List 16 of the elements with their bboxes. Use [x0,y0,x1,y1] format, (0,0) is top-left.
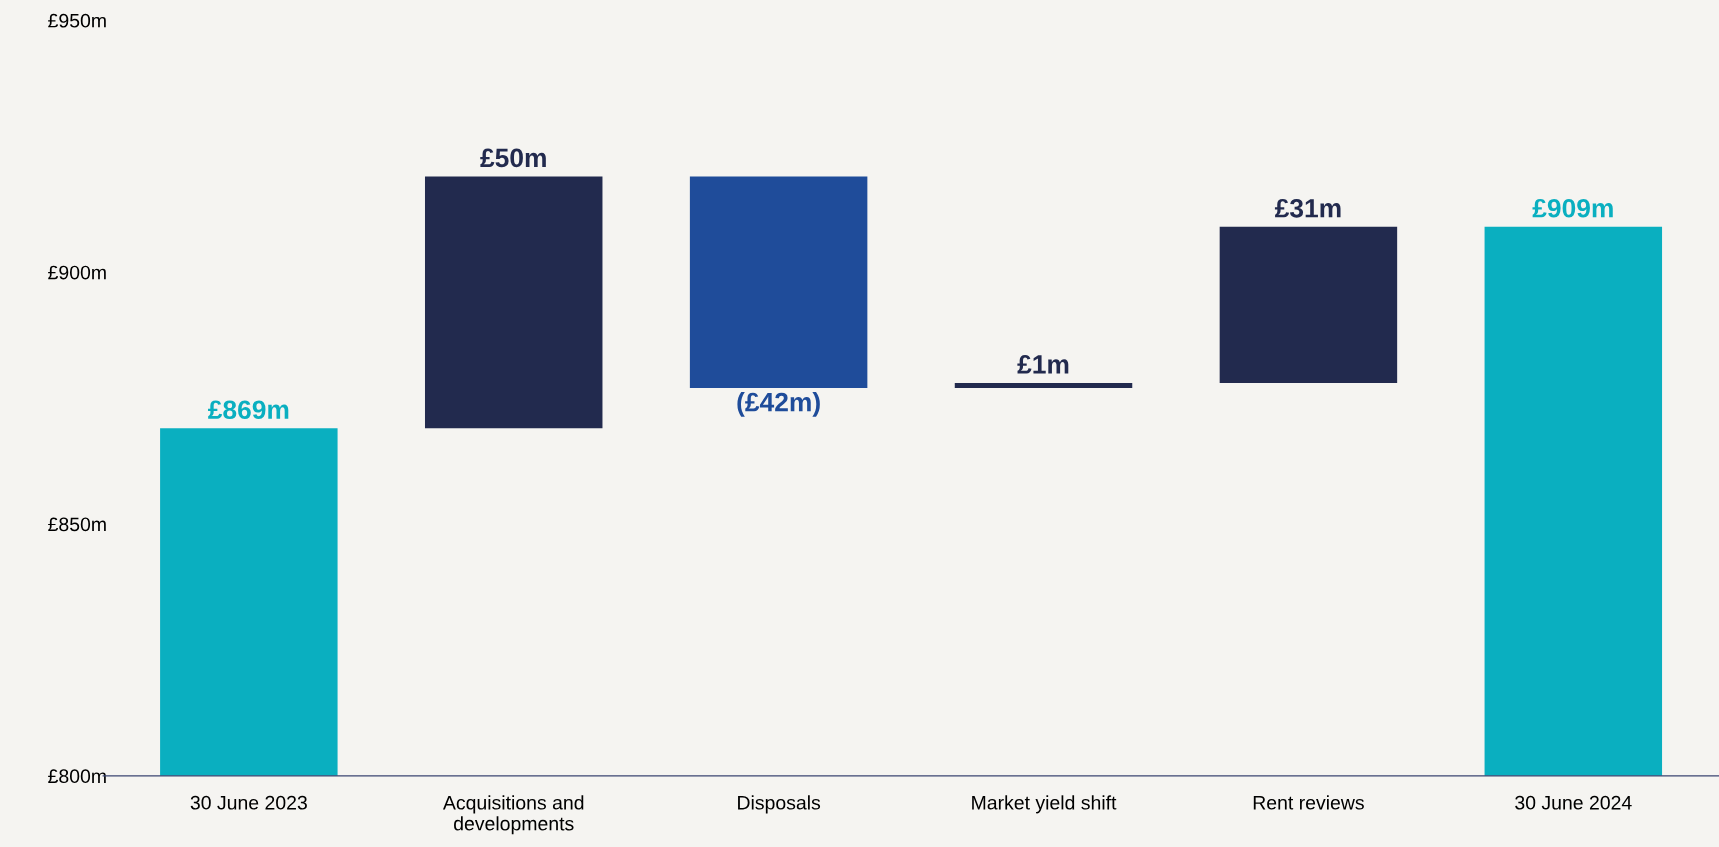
x-tick-label: 30 June 2024 [1515,795,1632,810]
y-tick-label: £850m [48,517,106,532]
y-tick-label: £900m [48,265,106,280]
data-label: £50m [480,148,546,168]
x-tick-label: Disposals [738,795,821,814]
y-tick-label: £950m [48,13,106,28]
x-tick-label: Rent reviews [1253,795,1364,810]
x-tick-label: Acquisitions and developments [442,795,584,835]
x-tick-label: Market yield shift [972,795,1117,814]
data-label: £31m [1274,198,1341,218]
y-tick-label: £800m [48,769,106,784]
x-tick-label: 30 June 2023 [190,795,307,810]
data-label: £869m [208,400,289,420]
data-label: £1m [1017,355,1069,374]
data-label: (£42m) [737,392,820,417]
data-label: £909m [1532,198,1613,218]
